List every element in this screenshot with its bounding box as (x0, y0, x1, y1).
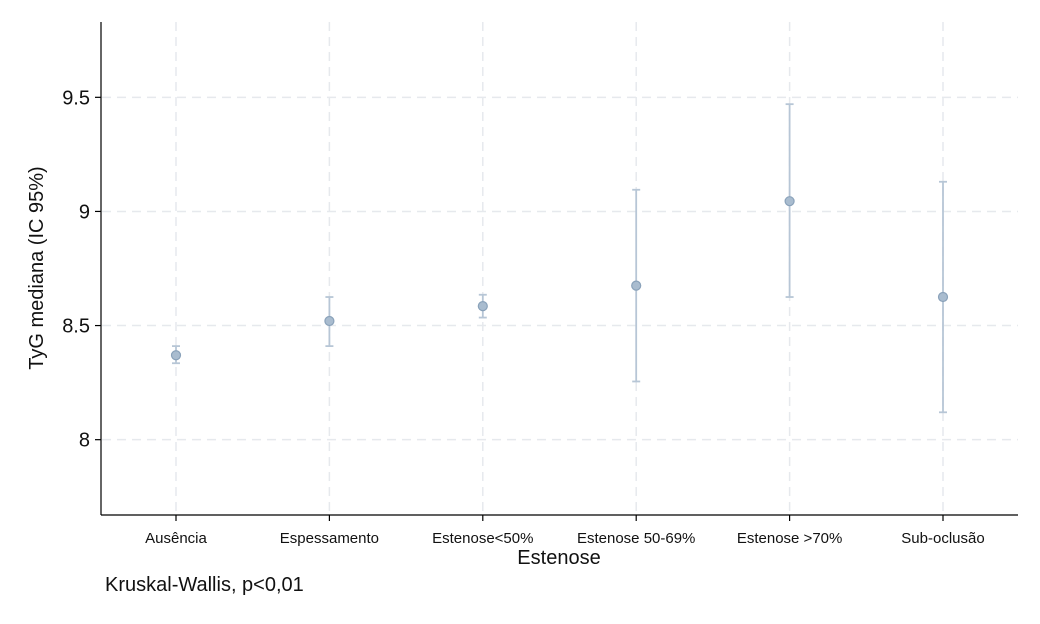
median-point (937, 291, 949, 303)
y-tick-label: 8 (79, 430, 90, 452)
x-tick-label: Ausência (145, 530, 207, 547)
grid-layer (102, 22, 1018, 514)
median-point (784, 196, 795, 207)
x-tick-label: Estenose 50-69% (577, 530, 695, 547)
median-point (631, 280, 642, 291)
error-bar-point (324, 296, 335, 348)
marks-layer (170, 103, 949, 414)
x-tick-label: Estenose >70% (737, 530, 843, 547)
error-bar-point (937, 180, 949, 414)
x-axis-title: Estenose (517, 547, 600, 569)
axes-layer (100, 22, 1018, 516)
x-tick-label: Estenose<50% (432, 530, 533, 547)
y-axis-title: TyG mediana (IC 95%) (26, 166, 48, 369)
error-bar-point (170, 345, 182, 365)
statistical-test-note: Kruskal-Wallis, p<0,01 (105, 574, 304, 596)
median-point (170, 350, 182, 361)
y-tick-label: 8.5 (62, 316, 90, 338)
error-bar-point (631, 188, 642, 383)
ticks-layer: 8 8.5 9 9.5 Ausência Espessamento Estenose<50%… (62, 87, 985, 547)
error-bar-point (477, 293, 488, 319)
median-point (324, 315, 335, 327)
median-point (477, 301, 488, 312)
y-tick-label: 9 (79, 201, 90, 223)
error-bar-point (784, 103, 795, 298)
y-tick-label: 9.5 (62, 87, 90, 109)
x-tick-label: Espessamento (280, 530, 379, 547)
x-tick-label: Sub-oclusão (901, 530, 984, 547)
